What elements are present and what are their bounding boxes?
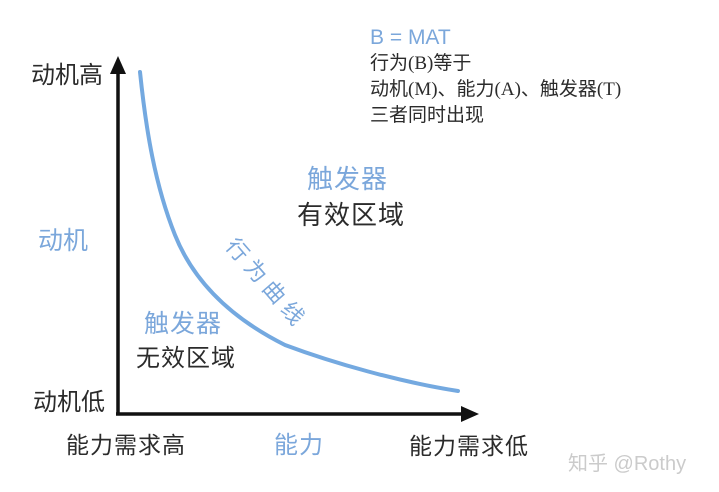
x-axis-title: 能力 bbox=[274, 433, 324, 459]
behavior-curve bbox=[138, 70, 460, 393]
y-axis-top-label: 动机高 bbox=[31, 63, 103, 89]
effective-region-label: 有效区域 bbox=[297, 201, 406, 230]
x-axis-left-label: 能力需求高 bbox=[66, 433, 186, 458]
formula-block: B = MAT 行为(B)等于 动机(M)、能力(A)、触发器(T) 三者同时出… bbox=[370, 24, 621, 129]
ineffective-region-label: 无效区域 bbox=[136, 346, 236, 372]
formula-desc-line1: 行为(B)等于 bbox=[370, 53, 472, 74]
zhihu-watermark: 知乎 @Rothy bbox=[568, 453, 687, 475]
trigger-label-ineffective: 触发器 bbox=[144, 311, 223, 338]
y-axis-bottom-label: 动机低 bbox=[33, 390, 105, 416]
formula-desc-line2: 动机(M)、能力(A)、触发器(T) bbox=[370, 79, 622, 100]
formula-title: B = MAT bbox=[370, 26, 451, 49]
y-axis-arrowhead-icon bbox=[110, 56, 126, 74]
x-axis-right-label: 能力需求低 bbox=[409, 434, 529, 459]
y-axis-title: 动机 bbox=[38, 228, 89, 255]
formula-desc-line3: 三者同时出现 bbox=[370, 105, 485, 126]
x-axis-arrowhead-icon bbox=[461, 406, 479, 422]
trigger-label-effective: 触发器 bbox=[307, 165, 389, 194]
